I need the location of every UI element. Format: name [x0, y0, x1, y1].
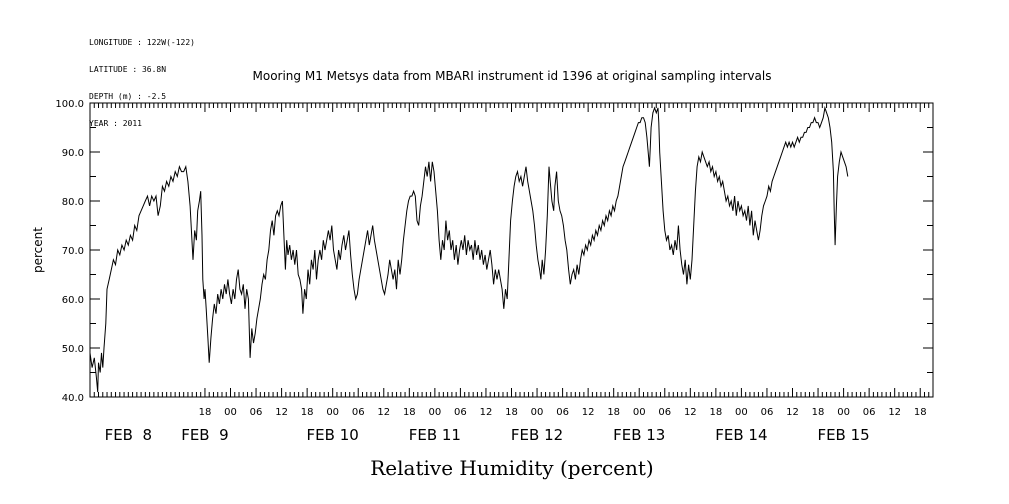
y-tick-label: 100.0 [55, 99, 84, 110]
date-label: FEB 12 [511, 426, 563, 444]
x-tick-label: 18 [505, 407, 518, 418]
x-tick-label: 18 [812, 407, 825, 418]
date-labels: FEB 8 FEB 9 FEB 10 FEB 11 FEB 12 FEB 13 FEB 14… [105, 426, 870, 444]
x-tick-label: 12 [582, 407, 595, 418]
x-axis-label: Relative Humidity (percent) [370, 456, 653, 480]
date-label: FEB 15 [817, 426, 869, 444]
x-tick-label: 12 [786, 407, 799, 418]
y-axis-label: percent [31, 227, 45, 273]
x-tick-label: 06 [556, 407, 569, 418]
y-tick-label: 60.0 [62, 295, 84, 306]
date-label: FEB 13 [613, 426, 665, 444]
x-tick-label: 12 [684, 407, 697, 418]
date-label: FEB 14 [715, 426, 767, 444]
x-tick-label: 06 [761, 407, 774, 418]
x-tick-label: 00 [531, 407, 544, 418]
x-tick-label: 18 [607, 407, 620, 418]
y-tick-labels: 40.0 50.0 60.0 70.0 80.0 90.0 100.0 [55, 99, 84, 404]
y-tick-label: 70.0 [62, 246, 84, 257]
x-tick-label: 00 [735, 407, 748, 418]
humidity-line [89, 105, 849, 393]
depth-text: DEPTH (m) : -2.5 [89, 92, 167, 101]
year-text: YEAR : 2011 [89, 119, 142, 128]
x-tick-label: 12 [480, 407, 493, 418]
x-tick-label: 18 [914, 407, 927, 418]
x-tick-label: 18 [709, 407, 722, 418]
x-tick-label: 00 [428, 407, 441, 418]
dataset-metadata: LONGITUDE : 122W(-122) LATITUDE : 36.8N … [89, 20, 195, 137]
x-tick-label: 18 [301, 407, 314, 418]
x-tick-label: 18 [199, 407, 212, 418]
latitude-text: LATITUDE : 36.8N [89, 65, 167, 74]
y-tick-label: 40.0 [62, 393, 84, 404]
x-tick-label: 12 [377, 407, 390, 418]
x-tick-label: 00 [326, 407, 339, 418]
x-tick-label: 06 [250, 407, 263, 418]
x-tick-label: 06 [454, 407, 467, 418]
plot-frame [89, 102, 934, 398]
date-label: FEB 10 [307, 426, 359, 444]
x-tick-label: 00 [633, 407, 646, 418]
y-tick-label: 50.0 [62, 344, 84, 355]
longitude-text: LONGITUDE : 122W(-122) [89, 38, 195, 47]
date-label: FEB 8 [105, 426, 152, 444]
x-tick-label: 12 [888, 407, 901, 418]
x-tick-label: 00 [837, 407, 850, 418]
x-tick-label: 06 [658, 407, 671, 418]
axis-ticks [89, 102, 934, 398]
y-tick-label: 90.0 [62, 148, 84, 159]
x-tick-label: 12 [275, 407, 288, 418]
x-tick-label: 00 [224, 407, 237, 418]
x-tick-labels: 18 00 06 12 18 00 06 12 18 00 06 12 18 00 06 12 18 00 06 12… [199, 407, 927, 418]
chart-title: Mooring M1 Metsys data from MBARI instru… [253, 69, 772, 83]
y-tick-label: 80.0 [62, 197, 84, 208]
x-tick-label: 18 [403, 407, 416, 418]
date-label: FEB 11 [409, 426, 461, 444]
x-tick-label: 06 [863, 407, 876, 418]
x-tick-label: 06 [352, 407, 365, 418]
date-label: FEB 9 [181, 426, 228, 444]
